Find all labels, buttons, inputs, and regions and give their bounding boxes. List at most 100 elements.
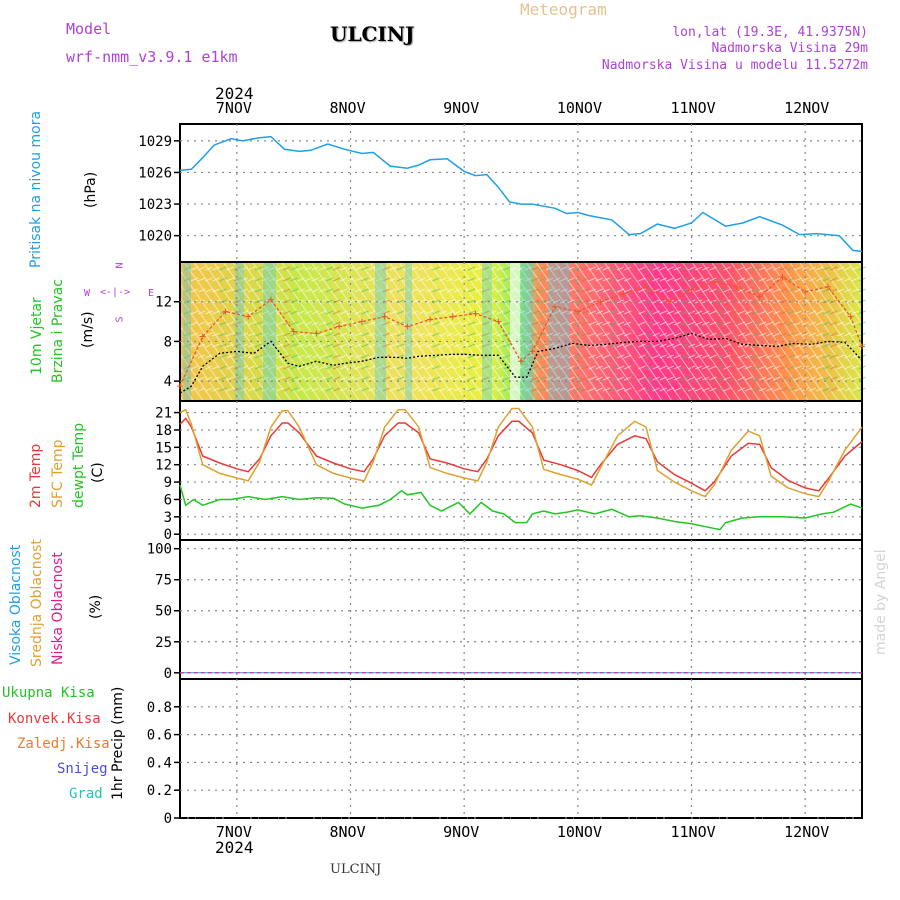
wind-barb [375, 288, 383, 293]
wind-barb [851, 288, 859, 293]
wind-barb [787, 277, 795, 282]
wind-barb [616, 299, 625, 304]
wind-barb [467, 277, 476, 282]
wind-barb [851, 354, 859, 359]
wind-barb [368, 288, 376, 293]
wind-barb [226, 288, 234, 293]
wind-barb [503, 376, 511, 381]
wind-barb [446, 332, 454, 337]
wind-barb [411, 332, 419, 337]
station-title: ULCINJ [330, 22, 415, 46]
wind-barb [190, 288, 199, 293]
wind-barb [829, 310, 838, 315]
wind-barb [780, 376, 788, 381]
wind-barb [624, 266, 632, 271]
wind-barb [666, 266, 674, 271]
wind-barb [425, 343, 433, 348]
wind-barb [205, 343, 213, 348]
wind-barb [403, 299, 412, 304]
wind-barb [460, 277, 469, 282]
wind-barb [439, 277, 447, 282]
wind-barb [595, 266, 603, 271]
wind-barb [687, 354, 696, 359]
wind-barb [553, 310, 561, 315]
wind-barb [432, 266, 440, 271]
wind-barb [340, 365, 348, 370]
wind-barb [183, 376, 192, 381]
wind-barb [794, 365, 802, 370]
wind-barb [553, 321, 561, 326]
wind-barb [801, 343, 809, 348]
wind-barb [787, 310, 795, 315]
wind-barb [482, 354, 490, 359]
wind-barb [524, 277, 532, 282]
wind-y-tick-label: 4 [164, 374, 172, 390]
wind-barb [340, 277, 348, 282]
wind-barb [652, 266, 660, 271]
wind-barb [411, 376, 419, 381]
wind-barb [702, 310, 710, 315]
wind-barb [283, 288, 291, 293]
wind-barb [240, 387, 248, 392]
wind-barb [354, 288, 362, 293]
wind-barb [780, 288, 788, 293]
wind-barb [276, 354, 284, 359]
wind-barb [680, 343, 689, 348]
wind-barb [368, 321, 376, 326]
wind-barb [389, 266, 398, 271]
wind-barb [730, 365, 738, 370]
wind-barb [396, 288, 405, 293]
wind-barb [219, 288, 227, 293]
wind-barb [354, 332, 362, 337]
wind-barb [766, 365, 774, 370]
temp-y-tick-label: 9 [164, 475, 172, 491]
wind-barb [624, 332, 632, 337]
wind-barb [801, 299, 809, 304]
wind-barb [396, 332, 405, 337]
wind-barb [482, 299, 490, 304]
wind-barb [581, 354, 589, 359]
wind-direction-band [235, 262, 244, 401]
wind-barb [467, 332, 476, 337]
wind-barb [758, 288, 767, 293]
wind-barb [389, 365, 398, 370]
wind-barb [261, 288, 270, 293]
wind-barb [460, 266, 469, 271]
wind-barb [297, 332, 305, 337]
wind-barb [325, 277, 334, 282]
wind-barb [723, 266, 731, 271]
wind-barb [467, 266, 476, 271]
wind-barb [801, 376, 809, 381]
wind-barb [766, 387, 774, 392]
wind-barb [851, 343, 859, 348]
wind-barb [545, 332, 554, 337]
wind-barb [758, 365, 767, 370]
wind-barb [183, 332, 192, 337]
wind-barb [297, 288, 305, 293]
wind-barb [439, 310, 447, 315]
wind-barb [574, 321, 582, 326]
wind-barb [844, 288, 852, 293]
wind-barb [453, 266, 461, 271]
wind-barb [645, 376, 653, 381]
wind-barb [758, 387, 767, 392]
wind-barb [602, 376, 611, 381]
wind-barb [794, 321, 802, 326]
wind-barb [304, 299, 312, 304]
wind-barb [673, 266, 682, 271]
wind-barb [553, 266, 561, 271]
wind-barb [751, 266, 760, 271]
wind-barb [673, 277, 682, 282]
wind-barb [403, 288, 412, 293]
wind-barb [673, 288, 682, 293]
wind-barb [773, 332, 781, 337]
wind-barb [489, 266, 497, 271]
wind-barb [567, 321, 575, 326]
wind-barb [709, 310, 717, 315]
wind-barb [311, 266, 319, 271]
wind-barb [638, 332, 646, 337]
wind-barb [666, 288, 674, 293]
wind-barb [318, 266, 327, 271]
wind-barb [261, 354, 270, 359]
wind-barb [588, 277, 596, 282]
